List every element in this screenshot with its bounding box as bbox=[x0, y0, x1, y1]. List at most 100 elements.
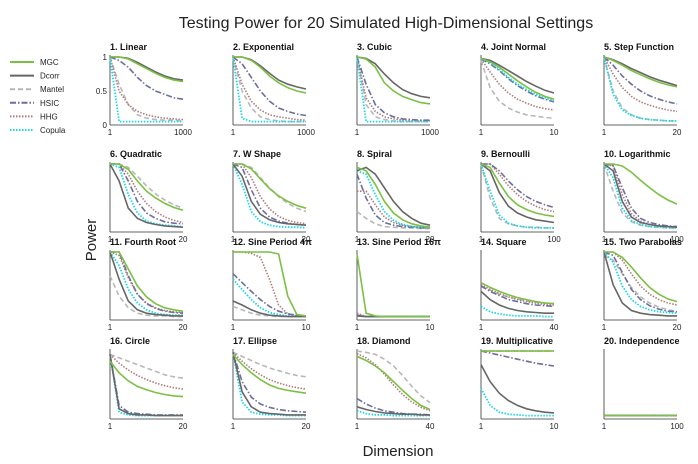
series-dcorr bbox=[232, 352, 306, 416]
series-hsic bbox=[603, 163, 678, 228]
x-tick-min: 1 bbox=[355, 422, 360, 431]
series-mgc bbox=[356, 253, 430, 318]
panel-title: 1. Linear bbox=[110, 42, 148, 52]
x-tick-min: 1 bbox=[602, 128, 607, 137]
x-tick-max: 1000 bbox=[297, 128, 315, 137]
panel-11-fourth-root: 11. Fourth Root 1 20 bbox=[108, 237, 188, 332]
series-dcorr bbox=[480, 163, 555, 224]
series-mantel bbox=[480, 60, 555, 119]
series-copula bbox=[109, 251, 183, 317]
panel-16-circle: 16. Circle 1 20 bbox=[108, 336, 188, 431]
series-copula bbox=[480, 58, 555, 102]
x-tick-min: 1 bbox=[479, 422, 484, 431]
series-copula bbox=[232, 56, 306, 123]
series-hhg bbox=[109, 353, 184, 390]
panel-title: 10. Logarithmic bbox=[604, 149, 671, 159]
x-tick-min: 1 bbox=[355, 128, 360, 137]
panel-19-multiplicative: 19. Multiplicative 1 10 bbox=[479, 336, 559, 431]
panel-18-diamond: 18. Diamond 1 40 bbox=[355, 336, 435, 431]
series-hhg bbox=[604, 251, 678, 306]
panel-title: 5. Step Function bbox=[604, 42, 674, 52]
series-mgc bbox=[356, 355, 431, 411]
series-mgc bbox=[110, 251, 184, 312]
series-dcorr bbox=[356, 166, 431, 226]
legend-label-hhg: HHG bbox=[40, 112, 58, 121]
y-tick: 0.5 bbox=[96, 87, 108, 96]
series-mgc bbox=[604, 251, 678, 303]
series-hsic bbox=[110, 163, 184, 225]
series-dcorr bbox=[356, 56, 431, 99]
series-dcorr bbox=[109, 354, 183, 417]
series-dcorr bbox=[603, 163, 678, 228]
series-mgc bbox=[232, 353, 307, 394]
series-mantel bbox=[356, 350, 431, 404]
series-mgc bbox=[233, 251, 307, 317]
series-hsic bbox=[480, 58, 555, 103]
series-mantel bbox=[480, 163, 554, 229]
x-tick-min: 1 bbox=[355, 235, 360, 244]
series-hhg bbox=[232, 351, 307, 390]
x-tick-min: 1 bbox=[602, 323, 607, 332]
series-dcorr bbox=[480, 290, 554, 315]
x-tick-max: 20 bbox=[179, 422, 188, 431]
x-tick-max: 100 bbox=[670, 235, 684, 244]
x-tick-max: 20 bbox=[302, 235, 311, 244]
series-mantel bbox=[356, 210, 430, 230]
panel-title: 11. Fourth Root bbox=[110, 237, 176, 247]
x-tick-max: 10 bbox=[302, 323, 311, 332]
series-copula bbox=[109, 163, 184, 228]
panel-12-sine-period-4: 12. Sine Period 4π1 10 bbox=[231, 237, 312, 332]
panel-title: 4. Joint Normal bbox=[481, 42, 546, 52]
series-copula bbox=[232, 352, 306, 417]
series-copula bbox=[356, 56, 430, 123]
series-mgc bbox=[356, 56, 431, 105]
series-copula bbox=[109, 354, 183, 417]
series-dcorr bbox=[232, 300, 306, 318]
series-mantel bbox=[603, 163, 677, 229]
x-tick-max: 10 bbox=[550, 128, 559, 137]
series-hhg bbox=[110, 163, 184, 224]
x-tick-min: 1 bbox=[231, 128, 236, 137]
series-dcorr bbox=[603, 251, 677, 317]
series-hsic bbox=[480, 350, 555, 367]
x-tick-min: 1 bbox=[108, 422, 113, 431]
series-hsic bbox=[356, 173, 430, 229]
panel-8-spiral: 8. Spiral 1 20 bbox=[355, 149, 435, 244]
panel-title: 7. W Shape bbox=[233, 149, 281, 159]
series-copula bbox=[356, 409, 430, 417]
panel-title: 18. Diamond bbox=[357, 336, 411, 346]
legend-label-mgc: MGC bbox=[40, 58, 59, 67]
series-hsic bbox=[603, 56, 678, 105]
x-tick-min: 1 bbox=[479, 128, 484, 137]
panel-title: 13. Sine Period 16π bbox=[357, 237, 441, 247]
series-mantel bbox=[232, 351, 307, 378]
panel-20-independence: 20. Independence 1 100 bbox=[602, 336, 684, 431]
series-hsic bbox=[232, 56, 307, 117]
panel-7-w-shape: 7. W Shape 1 20 bbox=[231, 149, 311, 244]
series-copula bbox=[232, 278, 306, 318]
x-tick-min: 1 bbox=[108, 323, 113, 332]
series-mgc bbox=[233, 163, 307, 209]
x-tick-min: 1 bbox=[355, 323, 360, 332]
panel-title: 3. Cubic bbox=[357, 42, 392, 52]
series-mgc bbox=[233, 56, 307, 94]
panel-title: 8. Spiral bbox=[357, 149, 392, 159]
series-mgc bbox=[480, 163, 555, 218]
panel-title: 20. Independence bbox=[604, 336, 680, 346]
panel-3-cubic: 3. Cubic 1 1000 bbox=[355, 42, 440, 137]
series-hsic bbox=[603, 251, 678, 313]
x-tick-max: 40 bbox=[550, 323, 559, 332]
series-copula bbox=[480, 163, 554, 229]
series-dcorr bbox=[233, 56, 307, 90]
x-tick-min: 1 bbox=[231, 235, 236, 244]
panel-9-bernoulli: 9. Bernoulli 1 100 bbox=[479, 149, 561, 244]
series-hsic bbox=[110, 251, 184, 314]
panel-17-ellipse: 17. Ellipse 1 20 bbox=[231, 336, 311, 431]
x-tick-max: 20 bbox=[179, 235, 188, 244]
x-tick-max: 20 bbox=[673, 128, 682, 137]
